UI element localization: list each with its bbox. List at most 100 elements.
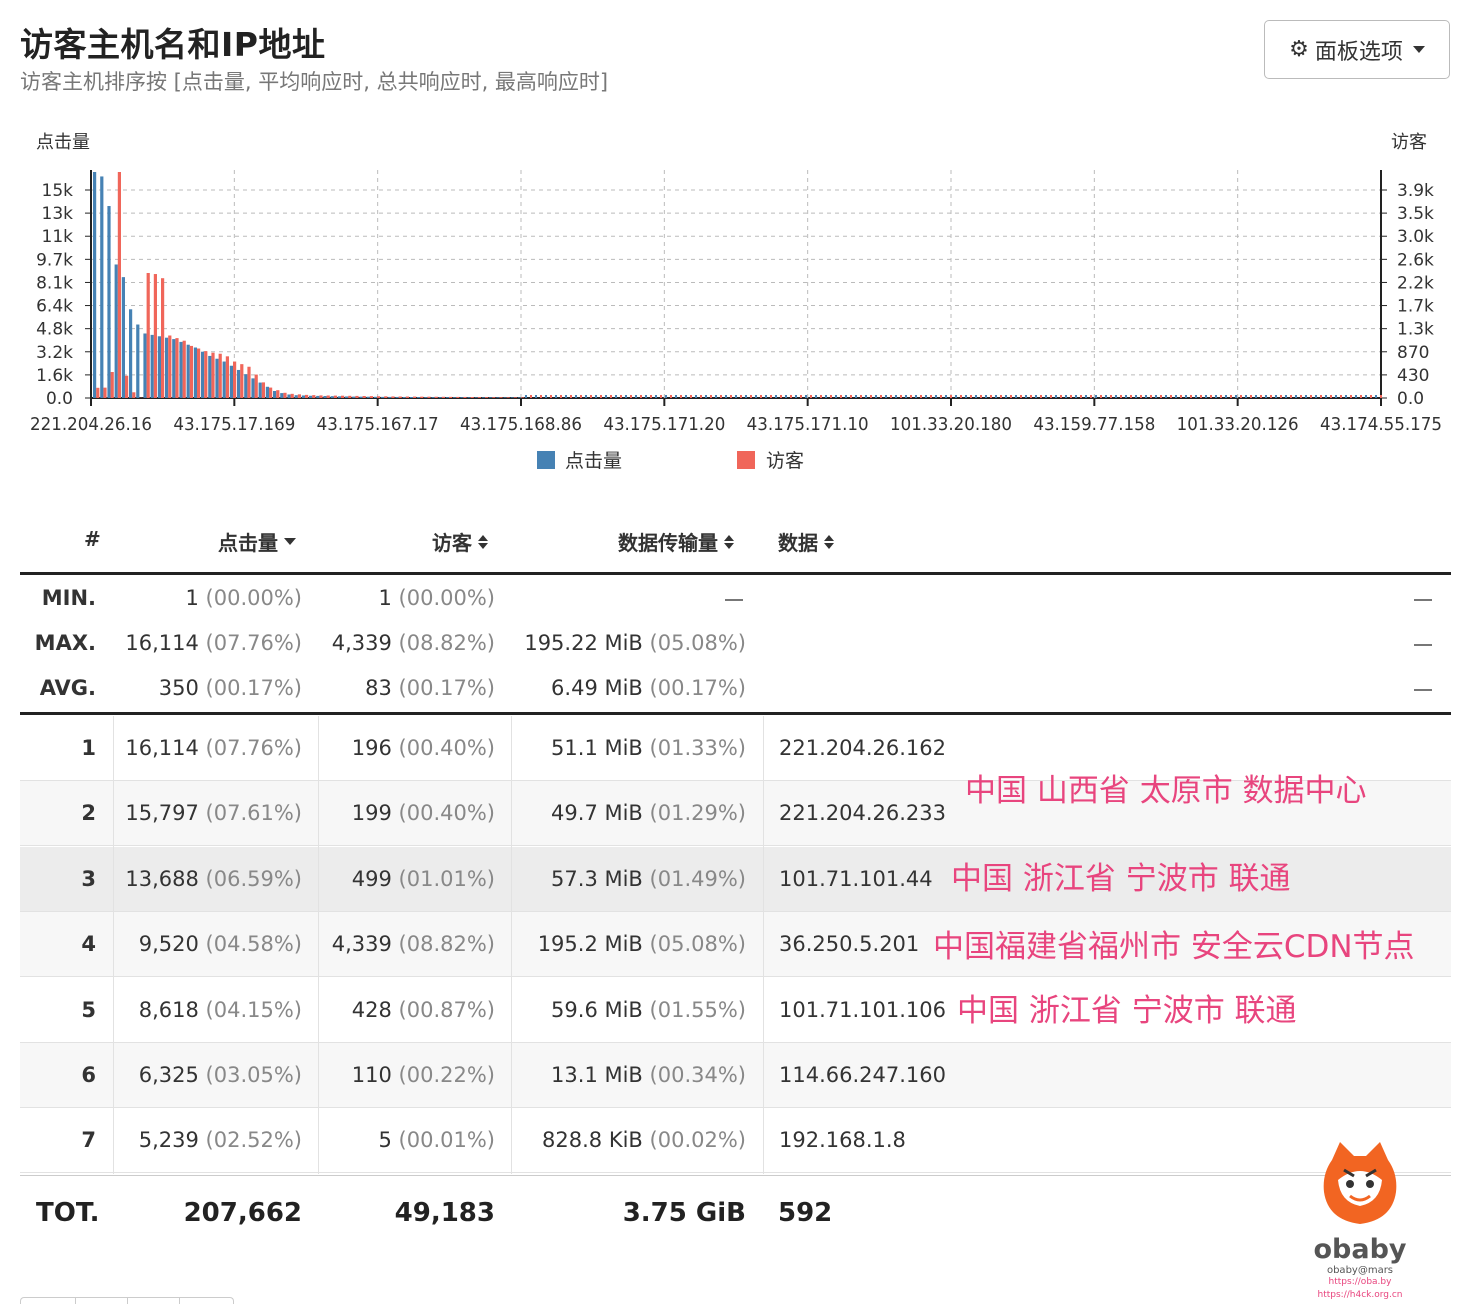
bar-hits [294,395,298,398]
bar-hits [417,397,421,398]
sort-desc-icon [284,538,296,545]
bar-tail [840,395,842,398]
bar-tail [1085,395,1087,398]
x-tick-label: 43.175.167.17 [317,414,439,435]
legend-swatch-visitors [737,451,755,469]
table-row[interactable]: 1 16,114 (07.76%) 196 (00.40%) 51.1 MiB (01… [20,716,1451,781]
row-host[interactable]: 221.204.26.162 [779,736,946,760]
bar-tail [1035,395,1037,398]
bar-tail [610,395,612,398]
bar-tail [1240,395,1242,398]
bar-tail [850,395,852,398]
pagination[interactable] [20,1297,234,1304]
bar-tail [1060,395,1062,398]
bar-tail [560,395,562,398]
bar-visitors [110,372,114,398]
legend-swatch-hits [537,451,555,469]
bar-visitors [261,382,265,398]
bar-tail [935,395,937,398]
bar-tail [540,395,542,398]
bar-hits [409,397,413,398]
bar-tail [695,395,697,398]
col-header-hits[interactable]: 点击量 [218,527,296,556]
row-host[interactable]: 101.71.101.106 [779,997,946,1022]
bar-hits [496,397,500,398]
empty-dash [1414,599,1432,601]
bar-visitors [341,395,345,398]
row-index: 3 [81,866,96,891]
row-host[interactable]: 101.71.101.44 [779,866,933,891]
bar-tail [1230,395,1232,398]
row-host[interactable]: 114.66.247.160 [779,1063,946,1087]
bar-tail [670,395,672,398]
table-row[interactable]: 7 5,239 (02.52%) 5 (00.01%) 828.8 KiB (00.0… [20,1108,1451,1174]
bar-tail [1105,395,1107,398]
bar-tail [1165,395,1167,398]
bar-tail [885,395,887,398]
bar-hits [510,397,514,398]
row-host[interactable]: 221.204.26.233 [779,801,946,826]
row-visitors: 196 (00.40%) [351,736,495,760]
bar-tail [830,395,832,398]
col-header-bandwidth[interactable]: 数据传输量 [618,527,734,556]
bar-tail [655,395,657,398]
col-header-visitors[interactable]: 访客 [432,527,488,556]
bar-hits [366,396,370,398]
bar-tail [1030,395,1032,398]
table-row[interactable]: 2 15,797 (07.61%) 199 (00.40%) 49.7 MiB (01… [20,781,1451,847]
table-row[interactable]: 3 13,688 (06.59%) 499 (01.01%) 57.3 MiB (01… [20,846,1451,912]
row-hits: 5,239 (02.52%) [138,1128,302,1153]
bar-tail [575,395,577,398]
bar-visitors [283,392,287,398]
bar-hits [301,395,305,398]
bar-tail [650,395,652,398]
row-index: 1 [81,736,96,760]
bar-tail [775,395,777,398]
row-host[interactable]: 192.168.1.8 [779,1128,906,1153]
bar-tail [1340,395,1342,398]
annotation-row1: 中国 山西省 太原市 数据中心 [965,773,1367,809]
x-tick-label: 43.159.77.158 [1033,414,1155,435]
table-row[interactable]: 4 9,520 (04.58%) 4,339 (08.82%) 195.2 MiB (… [20,912,1451,978]
bar-hits [280,393,284,398]
col-header-data[interactable]: 数据 [778,527,834,556]
bar-visitors [290,393,294,398]
bar-hits [309,395,313,398]
bar-tail [1370,395,1372,398]
right-tick-label: 1.7k [1397,297,1434,317]
right-tick-label: 1.3k [1397,320,1434,340]
bar-tail [1160,395,1162,398]
bar-hits [352,396,356,398]
bar-visitors [521,397,525,398]
bar-visitors [218,353,222,398]
row-host[interactable]: 36.250.5.201 [779,932,920,957]
bar-visitors [225,356,229,398]
bar-tail [665,395,667,398]
bar-tail [1180,395,1182,398]
bar-hits [193,347,197,398]
table-row[interactable]: 5 8,618 (04.15%) 428 (00.87%) 59.6 MiB (01.… [20,978,1451,1043]
bar-hits [445,397,449,398]
row-index: 4 [81,932,96,957]
bar-hits [381,396,385,398]
bar-hits [474,397,478,398]
bar-tail [1125,395,1127,398]
bar-visitors [125,375,129,398]
bar-tail [1325,395,1327,398]
summary-max: MAX. 16,114 (07.76%) 4,339 (08.82%) 195.… [20,631,1451,676]
bar-tail [580,395,582,398]
bar-hits [395,396,399,398]
bar-tail [630,395,632,398]
bar-visitors [362,396,366,398]
bar-visitors [405,396,409,398]
page-subtitle: 访客主机排序按 [点击量, 平均响应时, 总共响应时, 最高响应时] [20,70,609,94]
panel-options-button[interactable]: ⚙ 面板选项 [1264,20,1450,79]
bar-tail [985,395,987,398]
bar-tail [895,395,897,398]
bar-tail [705,395,707,398]
table-row[interactable]: 6 6,325 (03.05%) 110 (00.22%) 13.1 MiB (00.… [20,1043,1451,1108]
left-tick-label: 11k [42,227,74,247]
bar-hits [503,397,507,398]
bar-tail [1190,395,1192,398]
